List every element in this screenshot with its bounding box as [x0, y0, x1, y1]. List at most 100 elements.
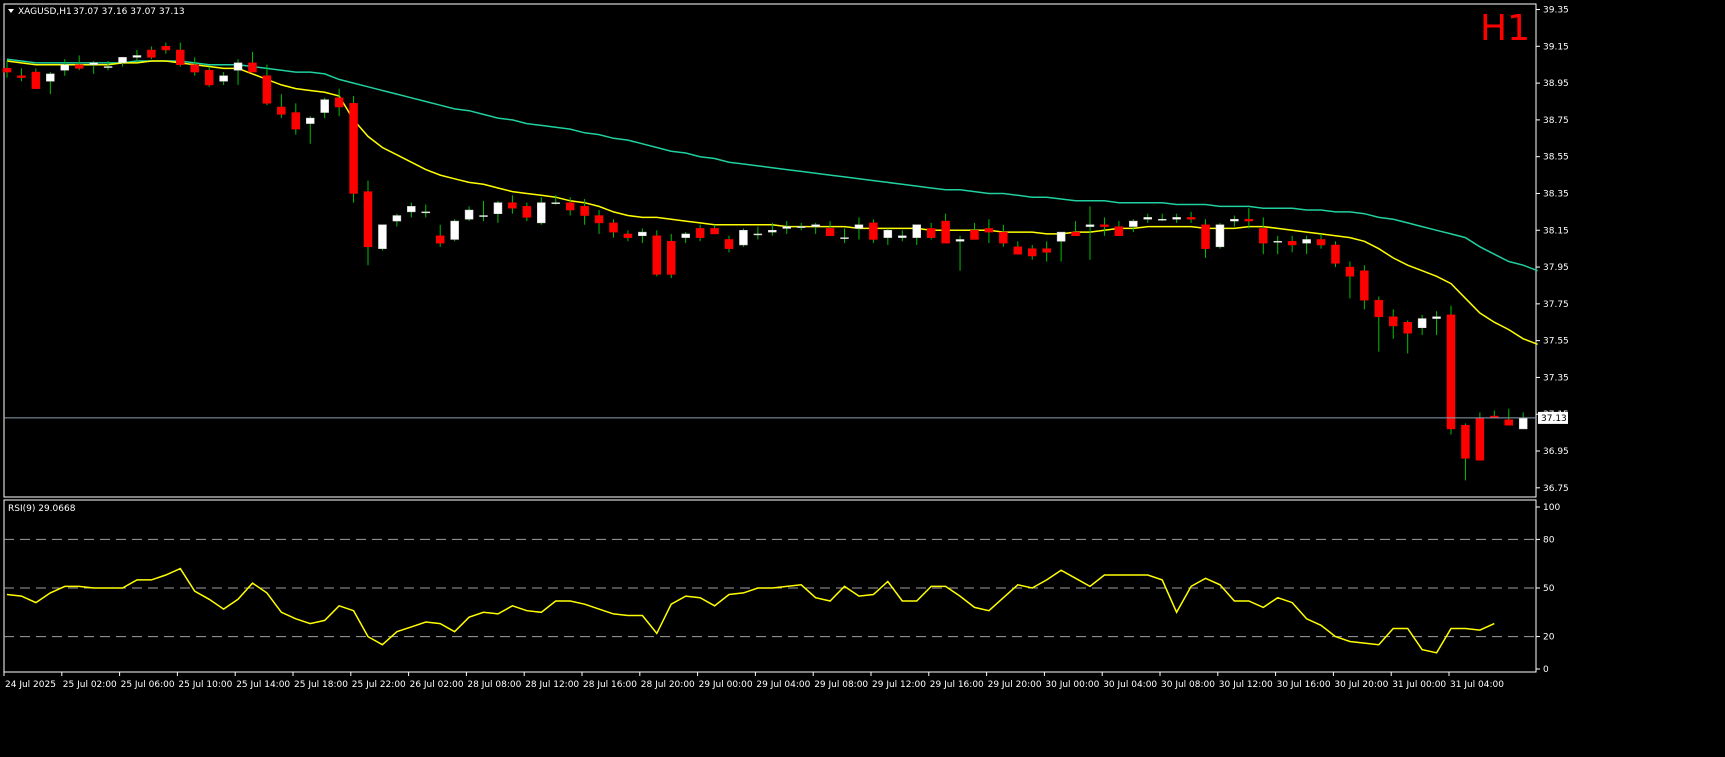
candle: [407, 202, 416, 218]
time-tick-label: 30 Jul 12:00: [1219, 680, 1273, 690]
candle: [392, 213, 402, 227]
candle: [1345, 261, 1355, 299]
candle: [1114, 221, 1124, 237]
candle: [248, 51, 257, 73]
current-price-line: 37.13: [4, 411, 1568, 424]
candle: [1504, 408, 1514, 426]
candle-body: [1114, 226, 1124, 237]
price-tick-label: 37.35: [1543, 373, 1569, 383]
candle-body: [666, 241, 676, 275]
candle-body: [1432, 316, 1441, 319]
candle: [1259, 217, 1268, 255]
candle-body: [435, 235, 445, 244]
candle: [60, 59, 70, 76]
price-tick-label: 36.95: [1543, 447, 1569, 457]
candle-body: [378, 224, 387, 249]
candle-body: [176, 49, 185, 65]
candle: [147, 46, 156, 60]
candle-body: [1042, 248, 1051, 253]
candle: [1143, 213, 1153, 223]
candle: [1027, 244, 1037, 260]
candle-body: [623, 233, 633, 238]
price-panel[interactable]: 39.35 39.15 38.95 38.75 38.55 38.35 38.15 37.95…: [2, 3, 1569, 498]
candle: [898, 230, 907, 242]
candle: [1215, 222, 1225, 249]
price-tick-label: 39.15: [1543, 42, 1569, 52]
time-tick-label: 29 Jul 12:00: [872, 680, 926, 690]
candle: [926, 222, 936, 240]
candle: [1403, 320, 1412, 354]
timeframe-badge: H1: [1480, 8, 1530, 49]
candle-body: [609, 222, 618, 233]
candle: [840, 228, 849, 244]
rsi-tick-label: 50: [1543, 584, 1555, 594]
candle-body: [1331, 244, 1340, 264]
candle-body: [1244, 218, 1254, 222]
candle: [1129, 219, 1138, 233]
candle: [666, 233, 676, 279]
candle-body: [479, 215, 488, 217]
candle-body: [74, 64, 84, 69]
candle-body: [854, 224, 864, 229]
candle: [1360, 265, 1369, 310]
current-price-box: [1538, 411, 1568, 424]
candle-body: [1056, 231, 1066, 242]
rsi-axis: 100 80 50 20 0: [4, 503, 1560, 675]
candle: [74, 55, 84, 71]
candle-body: [537, 202, 546, 224]
candle: [1100, 217, 1109, 236]
candle-body: [565, 202, 575, 211]
candle: [161, 42, 171, 54]
time-tick-label: 30 Jul 00:00: [1045, 680, 1099, 690]
candle-body: [103, 66, 113, 68]
candle: [638, 228, 647, 244]
candle-body: [941, 220, 950, 244]
candle: [31, 68, 41, 89]
candle-body: [695, 228, 705, 238]
candle: [796, 222, 806, 231]
triangle-down-icon[interactable]: [8, 9, 14, 13]
candle: [103, 61, 113, 71]
candle-body: [1518, 417, 1528, 430]
candle: [190, 57, 199, 76]
candle-body: [970, 230, 979, 240]
candle: [1273, 235, 1282, 255]
candle-body: [1302, 239, 1311, 244]
rsi-panel[interactable]: RSI(9) 29.0668 100 80 50 20 0: [3, 499, 1560, 675]
candle-body: [1201, 224, 1210, 249]
candle-body: [89, 62, 98, 65]
candle-body: [31, 71, 41, 89]
price-tick-label: 38.35: [1543, 189, 1569, 199]
candle: [1244, 208, 1254, 229]
candle: [2, 61, 12, 78]
candle: [219, 72, 228, 85]
candle: [681, 232, 690, 244]
candle: [970, 222, 979, 240]
candle-body: [1374, 299, 1384, 317]
time-tick-label: 28 Jul 16:00: [583, 680, 637, 690]
candle: [1071, 221, 1080, 237]
candle-body: [17, 75, 26, 78]
time-tick-label: 24 Jul 2025: [5, 680, 56, 690]
candle-body: [753, 233, 763, 236]
time-tick-label: 30 Jul 16:00: [1277, 680, 1331, 690]
candle: [753, 226, 763, 240]
time-tick-label: 29 Jul 00:00: [699, 680, 753, 690]
time-tick-label: 29 Jul 04:00: [756, 680, 810, 690]
candle-body: [291, 112, 301, 130]
candle-body: [825, 228, 835, 237]
candle-body: [1475, 417, 1485, 461]
time-tick-label: 31 Jul 00:00: [1392, 680, 1446, 690]
candle: [1056, 231, 1066, 262]
candle: [1085, 206, 1095, 260]
candle-body: [161, 46, 171, 51]
candle-body: [1071, 231, 1080, 237]
candle: [421, 204, 431, 218]
rsi-label: RSI(9) 29.0668: [8, 504, 76, 514]
candle: [1157, 213, 1167, 222]
candle-body: [768, 230, 777, 233]
candle-body: [118, 57, 127, 64]
candle: [782, 221, 792, 234]
candle-body: [132, 55, 142, 58]
